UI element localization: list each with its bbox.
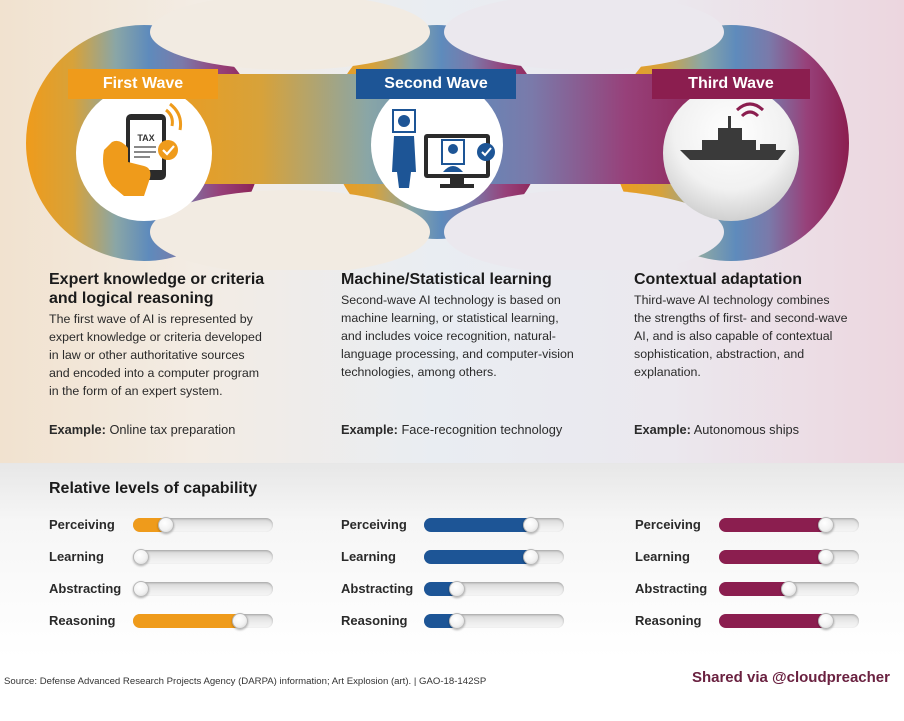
capability-knob xyxy=(158,517,174,533)
capability-fill xyxy=(133,518,166,532)
capability-knob xyxy=(449,581,465,597)
capability-label-learning: Learning xyxy=(341,549,396,564)
example-label: Example: xyxy=(634,422,691,437)
capability-slider-abstracting xyxy=(424,581,564,597)
heading-line: Contextual adaptation xyxy=(634,271,803,288)
capability-slider-abstracting xyxy=(719,581,859,597)
first-wave-description: The first wave of AI is represented by e… xyxy=(49,310,262,400)
example-text: Face-recognition technology xyxy=(401,422,563,437)
description-line: Second-wave AI technology is based on xyxy=(341,293,561,307)
capability-slider-abstracting xyxy=(133,581,273,597)
capability-knob xyxy=(818,517,834,533)
description-line: the strengths of first- and second-wave xyxy=(634,311,848,325)
capability-knob xyxy=(133,581,149,597)
capability-label-perceiving: Perceiving xyxy=(49,517,115,532)
capability-fill xyxy=(424,518,531,532)
heading-line: Expert knowledge or criteria xyxy=(49,271,265,288)
wave-band: TAX xyxy=(26,0,849,270)
capability-slider-learning xyxy=(133,549,273,565)
capability-slider-reasoning xyxy=(719,613,859,629)
capability-slider-reasoning xyxy=(133,613,273,629)
capability-knob xyxy=(449,613,465,629)
capability-label-abstracting: Abstracting xyxy=(635,581,708,596)
example-label: Example: xyxy=(341,422,398,437)
description-line: machine learning, or statistical learnin… xyxy=(341,311,559,325)
first-wave-example: Example: Online tax preparation xyxy=(49,422,235,437)
tax-phone-icon: TAX xyxy=(103,102,182,196)
example-label: Example: xyxy=(49,422,106,437)
description-line: technologies, among others. xyxy=(341,365,497,379)
shared-credit: Shared via @cloudpreacher xyxy=(691,669,890,686)
first-wave-label: First Wave xyxy=(68,69,218,99)
capability-fill xyxy=(424,614,457,628)
heading-line: and logical reasoning xyxy=(49,290,214,307)
tax-text: TAX xyxy=(137,133,154,143)
description-line: AI, and is also capable of contextual xyxy=(634,329,833,343)
capability-label-abstracting: Abstracting xyxy=(341,581,414,596)
description-line: in the form of an expert system. xyxy=(49,384,223,398)
third-wave-heading: Contextual adaptation xyxy=(634,270,802,289)
description-line: The first wave of AI is represented by xyxy=(49,312,253,326)
capability-slider-perceiving xyxy=(719,517,859,533)
capability-fill xyxy=(424,550,531,564)
capability-slider-learning xyxy=(719,549,859,565)
second-wave-heading: Machine/Statistical learning xyxy=(341,270,552,289)
capability-knob xyxy=(818,549,834,565)
capability-fill xyxy=(424,582,457,596)
capability-knob xyxy=(523,517,539,533)
capability-knob xyxy=(133,549,149,565)
third-wave-example: Example: Autonomous ships xyxy=(634,422,799,437)
source-note: Source: Defense Advanced Research Projec… xyxy=(4,676,487,687)
capability-label-reasoning: Reasoning xyxy=(341,613,408,628)
capability-label-learning: Learning xyxy=(49,549,104,564)
capability-slider-learning xyxy=(424,549,564,565)
capability-knob xyxy=(523,549,539,565)
second-wave-example: Example: Face-recognition technology xyxy=(341,422,562,437)
example-text: Online tax preparation xyxy=(109,422,236,437)
capability-knob xyxy=(818,613,834,629)
capability-fill xyxy=(133,614,240,628)
capability-label-perceiving: Perceiving xyxy=(635,517,701,532)
capability-fill xyxy=(719,550,826,564)
capability-label-reasoning: Reasoning xyxy=(635,613,702,628)
second-wave-label: Second Wave xyxy=(356,69,516,99)
capability-label-reasoning: Reasoning xyxy=(49,613,116,628)
description-line: and encoded into a computer program xyxy=(49,366,260,380)
capability-fill xyxy=(719,518,826,532)
capability-slider-perceiving xyxy=(424,517,564,533)
capability-slider-reasoning xyxy=(424,613,564,629)
capability-label-perceiving: Perceiving xyxy=(341,517,407,532)
description-line: expert knowledge or criteria developed xyxy=(49,330,262,344)
capability-knob xyxy=(232,613,248,629)
second-wave-description: Second-wave AI technology is based on ma… xyxy=(341,291,574,381)
description-line: in law or other authoritative sources xyxy=(49,348,245,362)
autonomous-ship-icon xyxy=(680,102,786,160)
capability-slider-perceiving xyxy=(133,517,273,533)
third-wave-description: Third-wave AI technology combines the st… xyxy=(634,291,848,381)
third-wave-label: Third Wave xyxy=(652,69,810,99)
heading-line: Machine/Statistical learning xyxy=(341,271,552,288)
capability-label-abstracting: Abstracting xyxy=(49,581,122,596)
first-wave-heading: Expert knowledge or criteria and logical… xyxy=(49,270,264,308)
capability-label-learning: Learning xyxy=(635,549,690,564)
description-line: explanation. xyxy=(634,365,701,379)
face-recognition-icon xyxy=(392,109,495,188)
capability-fill xyxy=(719,582,789,596)
description-line: sophistication, abstraction, and xyxy=(634,347,805,361)
description-line: Third-wave AI technology combines xyxy=(634,293,830,307)
capability-knob xyxy=(781,581,797,597)
capability-fill xyxy=(719,614,826,628)
description-line: and includes voice recognition, natural- xyxy=(341,329,556,343)
description-line: language processing, and computer-vision xyxy=(341,347,574,361)
capability-title: Relative levels of capability xyxy=(49,480,258,497)
example-text: Autonomous ships xyxy=(693,422,800,437)
